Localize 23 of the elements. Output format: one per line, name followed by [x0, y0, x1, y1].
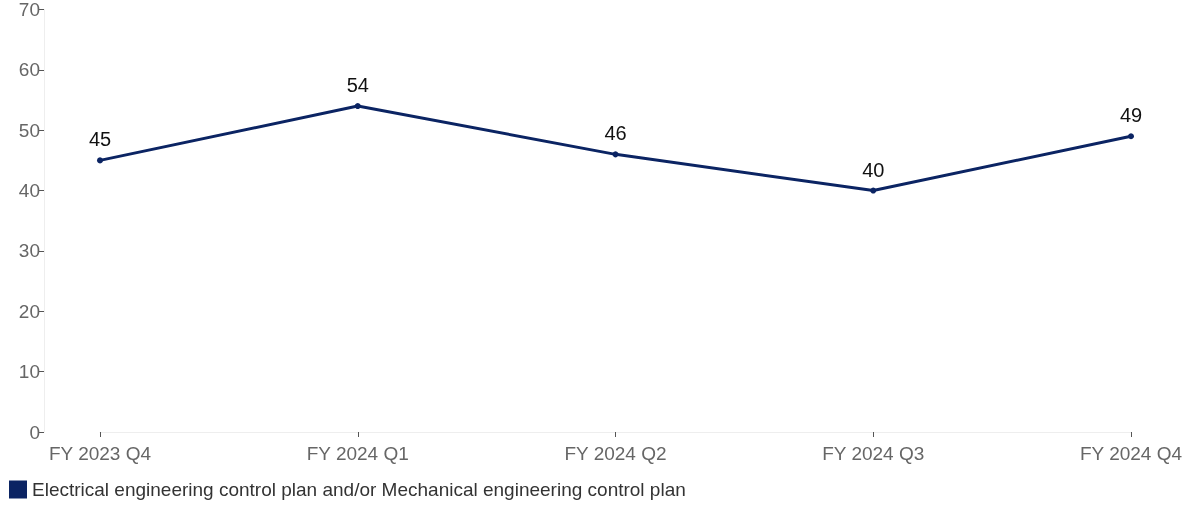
data-label: 49 — [1119, 104, 1143, 127]
point — [354, 103, 361, 110]
x-tick-label: FY 2024 Q2 — [564, 443, 667, 464]
y-tick-label: 60 — [18, 59, 40, 81]
data-label: 45 — [88, 128, 112, 151]
y-tick-label: 70 — [18, 0, 40, 20]
data-label: 54 — [346, 74, 369, 97]
y-tick-label: 20 — [18, 300, 40, 322]
x-tick-label: FY 2024 Q4 — [1079, 443, 1183, 464]
data-label: 46 — [604, 122, 627, 145]
legend-label: Electrical engineering control plan and/or Mechanical engineering control plan — [32, 479, 686, 500]
y-tick-label: 30 — [18, 240, 40, 262]
y-tick-label: 10 — [18, 361, 40, 383]
y-tick-label: 0 — [29, 421, 40, 443]
x-tick-label: FY 2023 Q4 — [48, 443, 152, 464]
y-tick-label: 50 — [18, 119, 40, 141]
x-tick-label: FY 2024 Q1 — [306, 443, 409, 464]
x-tick-label: FY 2024 Q3 — [822, 443, 925, 464]
point — [1128, 133, 1134, 140]
point — [870, 187, 877, 194]
data-label: 40 — [862, 158, 885, 181]
point — [97, 157, 103, 164]
y-tick-label: 40 — [18, 180, 40, 202]
